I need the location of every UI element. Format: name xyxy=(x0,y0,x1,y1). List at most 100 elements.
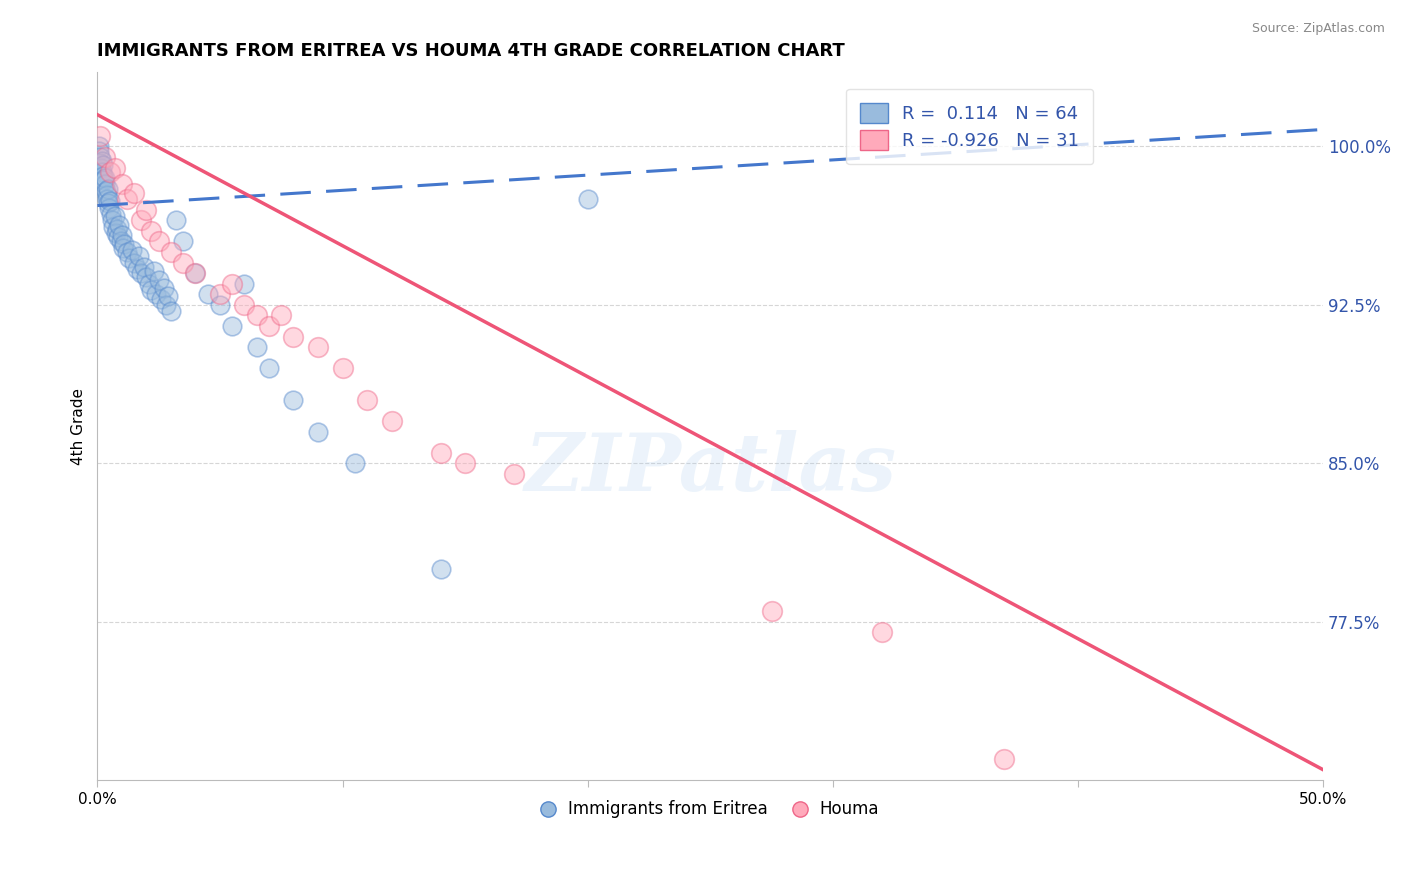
Point xyxy=(89,156,111,170)
Point xyxy=(283,329,305,343)
Point xyxy=(172,235,194,249)
Point xyxy=(145,287,167,301)
Point xyxy=(93,173,115,187)
Point xyxy=(111,228,134,243)
Point xyxy=(184,266,207,280)
Point xyxy=(132,260,155,274)
Point xyxy=(233,277,256,291)
Point xyxy=(118,252,141,266)
Point xyxy=(115,192,138,206)
Point xyxy=(197,287,219,301)
Point xyxy=(141,224,163,238)
Point xyxy=(122,186,145,200)
Point xyxy=(108,218,131,232)
Point xyxy=(90,154,112,169)
Point xyxy=(105,221,128,235)
Point xyxy=(98,201,121,215)
Point xyxy=(89,128,111,143)
Point xyxy=(89,144,111,158)
Point xyxy=(270,309,292,323)
Text: IMMIGRANTS FROM ERITREA VS HOUMA 4TH GRADE CORRELATION CHART: IMMIGRANTS FROM ERITREA VS HOUMA 4TH GRA… xyxy=(97,42,845,60)
Point xyxy=(89,150,111,164)
Point xyxy=(138,277,160,291)
Point xyxy=(221,318,243,333)
Point xyxy=(93,169,115,183)
Y-axis label: 4th Grade: 4th Grade xyxy=(72,388,86,465)
Point xyxy=(257,318,280,333)
Point xyxy=(135,202,157,217)
Text: ZIPatlas: ZIPatlas xyxy=(524,430,896,508)
Point xyxy=(307,340,329,354)
Point xyxy=(246,340,269,354)
Point xyxy=(101,213,124,227)
Point xyxy=(97,181,120,195)
Point xyxy=(454,456,477,470)
Point xyxy=(343,456,366,470)
Point xyxy=(184,266,207,280)
Point xyxy=(142,264,165,278)
Point xyxy=(993,752,1015,766)
Point xyxy=(283,392,305,407)
Point xyxy=(94,171,117,186)
Point xyxy=(332,361,354,376)
Point xyxy=(165,213,187,227)
Point xyxy=(208,287,231,301)
Point xyxy=(246,309,269,323)
Point xyxy=(576,192,599,206)
Legend: Immigrants from Eritrea, Houma: Immigrants from Eritrea, Houma xyxy=(534,794,886,825)
Point xyxy=(356,392,378,407)
Point xyxy=(91,158,114,172)
Point xyxy=(90,161,112,175)
Point xyxy=(98,165,121,179)
Point xyxy=(141,283,163,297)
Point xyxy=(87,139,110,153)
Point xyxy=(172,255,194,269)
Point xyxy=(111,178,134,192)
Point xyxy=(148,235,170,249)
Point xyxy=(96,188,118,202)
Point xyxy=(107,230,129,244)
Point xyxy=(160,245,183,260)
Point xyxy=(380,414,402,428)
Point xyxy=(160,304,183,318)
Point xyxy=(112,236,135,251)
Point xyxy=(103,161,125,175)
Point xyxy=(96,192,118,206)
Point xyxy=(115,245,138,260)
Text: Source: ZipAtlas.com: Source: ZipAtlas.com xyxy=(1251,22,1385,36)
Point xyxy=(503,467,526,481)
Point xyxy=(121,243,143,257)
Point xyxy=(429,562,451,576)
Point xyxy=(221,277,243,291)
Point xyxy=(233,298,256,312)
Point xyxy=(122,255,145,269)
Point xyxy=(100,207,122,221)
Point xyxy=(131,213,153,227)
Point xyxy=(131,266,153,280)
Point xyxy=(257,361,280,376)
Point xyxy=(112,241,135,255)
Point xyxy=(98,194,121,209)
Point xyxy=(150,292,173,306)
Point xyxy=(93,150,115,164)
Point xyxy=(110,235,132,249)
Point xyxy=(93,178,115,192)
Point xyxy=(152,281,174,295)
Point xyxy=(91,165,114,179)
Point xyxy=(429,446,451,460)
Point xyxy=(103,209,125,223)
Point xyxy=(155,298,177,312)
Point xyxy=(157,289,180,303)
Point xyxy=(103,219,125,234)
Point xyxy=(128,249,150,263)
Point xyxy=(148,272,170,286)
Point xyxy=(97,196,120,211)
Point xyxy=(125,262,148,277)
Point xyxy=(870,625,893,640)
Point xyxy=(104,226,127,240)
Point xyxy=(135,270,157,285)
Point xyxy=(307,425,329,439)
Point xyxy=(208,298,231,312)
Point xyxy=(94,184,117,198)
Point xyxy=(761,604,783,618)
